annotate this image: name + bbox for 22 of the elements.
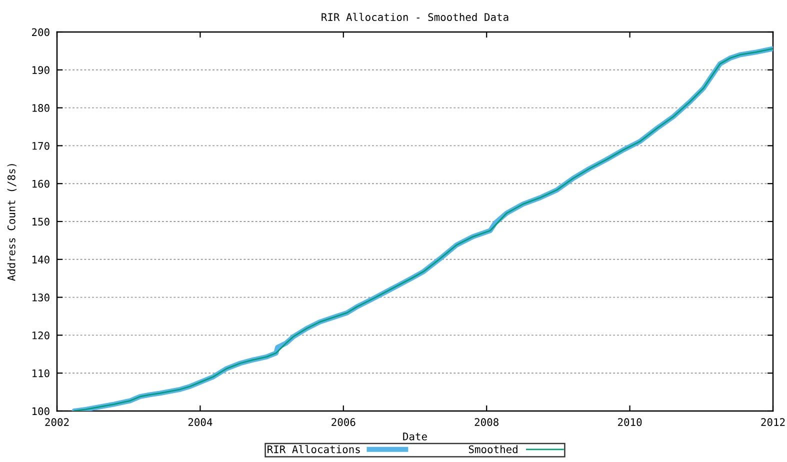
x-tick-label: 2012 <box>761 418 785 426</box>
y-tick-label: 180 <box>32 104 50 112</box>
y-tick-label: 200 <box>32 28 50 36</box>
y-tick-label: 150 <box>32 218 50 226</box>
x-tick-label: 2010 <box>618 418 642 426</box>
x-tick-label: 2004 <box>188 418 212 426</box>
x-axis-title: Date <box>403 432 427 440</box>
legend-label: RIR Allocations <box>268 445 360 454</box>
x-tick-label: 2002 <box>45 418 69 426</box>
y-tick-label: 160 <box>32 180 50 188</box>
y-tick-label: 120 <box>32 331 50 340</box>
x-tick-label: 2008 <box>474 418 498 426</box>
y-tick-label: 110 <box>32 369 50 378</box>
chart-title: RIR Allocation - Smoothed Data <box>322 12 508 22</box>
y-tick-label: 130 <box>32 294 50 302</box>
y-tick-label: 170 <box>32 142 50 150</box>
y-axis-title: Address Count (/8s) <box>7 164 17 281</box>
y-tick-label: 190 <box>32 66 50 74</box>
y-tick-label: 140 <box>32 256 50 264</box>
legend-label: Smoothed <box>468 445 518 454</box>
y-tick-label: 100 <box>32 407 50 416</box>
x-tick-label: 2006 <box>332 418 356 426</box>
